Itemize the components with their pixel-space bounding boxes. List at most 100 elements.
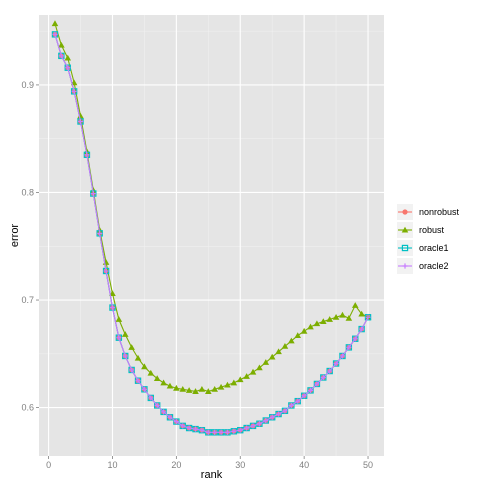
y-axis-title: error — [9, 224, 21, 248]
robust-point — [288, 337, 295, 344]
robust-point — [198, 386, 206, 392]
robust-point — [115, 316, 123, 322]
oracle2-point — [212, 429, 218, 435]
legend: nonrobust robust oracle1 oracle2 — [397, 204, 460, 274]
oracle2-point — [154, 402, 160, 409]
oracle2-point — [160, 409, 167, 415]
robust-point — [320, 318, 327, 325]
series-layer — [51, 20, 372, 436]
oracle2-point — [199, 427, 205, 433]
robust-point — [351, 302, 359, 308]
oracle2-point — [224, 429, 231, 435]
robust-point — [307, 323, 314, 330]
robust-point — [147, 369, 155, 376]
y-tick-label: 0.7 — [21, 295, 34, 305]
robust-point — [109, 290, 116, 297]
legend-key-marker — [401, 226, 409, 233]
legend-item-robust: robust — [397, 222, 445, 238]
oracle2-point — [218, 429, 224, 435]
oracle2-point — [365, 314, 371, 320]
legend-key-marker — [402, 263, 408, 269]
oracle2-point — [275, 411, 282, 417]
oracle2-point — [84, 152, 90, 158]
legend-key-marker — [402, 209, 408, 215]
robust-point — [205, 388, 212, 394]
oracle2-point — [301, 393, 307, 399]
oracle2-point — [186, 425, 192, 431]
oracle2-point — [314, 381, 320, 387]
oracle2-point — [244, 425, 250, 431]
legend-item-oracle1: oracle1 — [397, 240, 449, 256]
oracle2-point — [333, 360, 339, 367]
robust-point — [179, 386, 187, 392]
robust-point — [173, 384, 180, 391]
oracle2-point — [320, 374, 326, 381]
robust-point — [51, 20, 59, 27]
robust-point — [281, 342, 289, 349]
y-tick-label: 0.6 — [21, 403, 34, 413]
y-axis-ticks: 0.6 0.7 0.8 0.9 — [21, 80, 39, 413]
legend-key-marker — [401, 244, 409, 252]
grid-minor — [39, 15, 384, 456]
robust-point — [211, 386, 218, 392]
robust-point — [262, 359, 270, 365]
robust-point — [339, 311, 346, 318]
robust-point — [121, 331, 129, 337]
robust-point — [58, 41, 65, 48]
robust-point — [249, 368, 257, 375]
oracle2-point — [109, 304, 116, 311]
oracle2-point — [129, 367, 135, 373]
x-tick-label: 50 — [363, 460, 373, 470]
oracle2-point — [103, 268, 109, 274]
oracle2-point — [65, 65, 71, 71]
legend-label: oracle2 — [419, 261, 449, 271]
x-tick-label: 30 — [235, 460, 245, 470]
oracle2-point — [148, 395, 154, 401]
robust-point — [332, 313, 340, 320]
legend-item-oracle2: oracle2 — [397, 258, 449, 274]
robust-point — [300, 327, 308, 334]
x-tick-label: 10 — [107, 460, 117, 470]
legend-item-nonrobust: nonrobust — [397, 204, 460, 220]
oracle2-point — [52, 31, 58, 37]
oracle2-point — [282, 408, 288, 414]
oracle2-point — [192, 426, 199, 432]
robust-point — [236, 376, 244, 383]
robust-point — [166, 382, 174, 389]
series-robust — [51, 20, 372, 394]
oracle2-point — [263, 417, 269, 424]
robust-point — [185, 387, 193, 393]
x-tick-label: 40 — [299, 460, 309, 470]
robust-point — [243, 373, 250, 379]
oracle2-point — [71, 88, 77, 94]
robust-point — [64, 54, 72, 61]
robust-point — [134, 354, 142, 361]
robust-point — [326, 316, 333, 322]
robust-point — [128, 344, 135, 350]
x-axis-ticks: 0 10 20 30 40 50 — [46, 456, 373, 470]
robust-point — [192, 388, 199, 394]
x-tick-label: 0 — [46, 460, 51, 470]
oracle2-point — [180, 423, 186, 429]
oracle2-point — [250, 423, 256, 429]
oracle2-point — [141, 386, 148, 392]
robust-point — [217, 383, 225, 390]
robust-point — [153, 375, 161, 382]
oracle2-point — [269, 414, 275, 420]
oracle2-point — [295, 398, 301, 404]
x-axis-title: rank — [201, 469, 223, 481]
legend-label: robust — [419, 225, 445, 235]
legend-label: nonrobust — [419, 207, 460, 217]
series-oracle2 — [52, 31, 371, 435]
robust-point — [268, 353, 276, 360]
robust-point — [313, 320, 321, 327]
oracle2-point — [237, 427, 243, 433]
oracle2-point — [205, 429, 211, 435]
oracle2-point — [339, 353, 346, 359]
robust-point — [256, 364, 263, 371]
oracle2-point — [231, 428, 237, 434]
oracle2-line — [54, 34, 369, 433]
oracle2-point — [122, 353, 128, 359]
oracle2-point — [352, 336, 358, 342]
oracle2-point — [346, 344, 352, 350]
